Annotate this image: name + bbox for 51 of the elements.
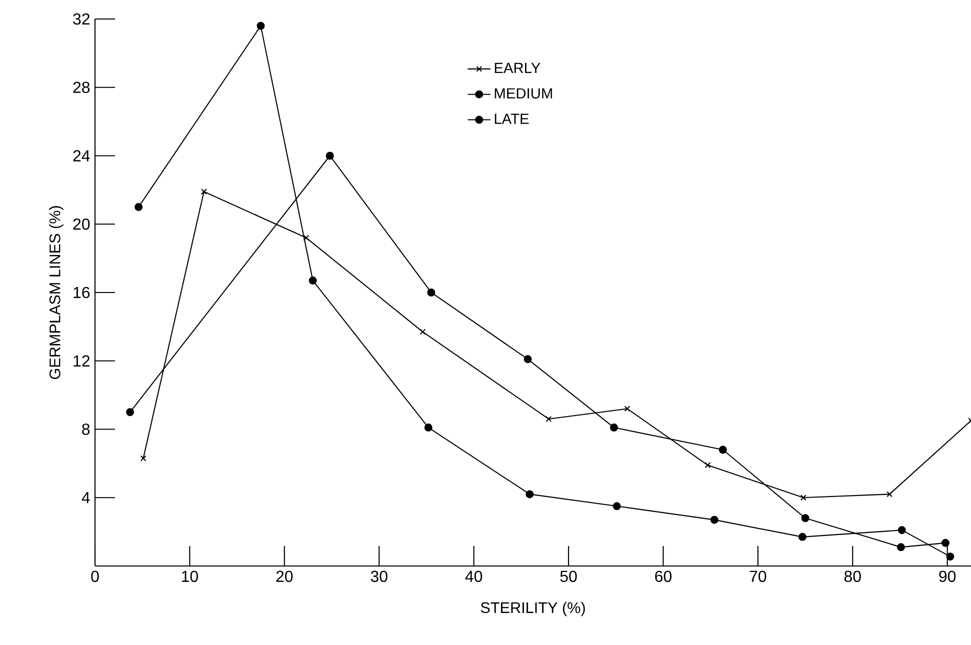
point (546, 416, 552, 422)
y-tick-label: 16 (74, 286, 90, 298)
point (624, 406, 630, 412)
point (256, 22, 265, 30)
point (200, 188, 207, 195)
point (704, 462, 711, 468)
x-tick-label: 90 (939, 570, 956, 582)
point (612, 502, 621, 510)
point (718, 446, 727, 454)
point (140, 455, 146, 462)
point (524, 355, 532, 364)
point (610, 424, 618, 432)
legend-label: LATE (494, 114, 529, 124)
x-tick-label: 70 (750, 570, 766, 582)
y-axis-title: GERMPLASM LINES (%) (49, 206, 64, 380)
point (424, 424, 432, 432)
point (427, 288, 436, 296)
y-tick-label: 4 (82, 492, 90, 504)
point (326, 152, 334, 160)
point (303, 234, 310, 241)
y-tick-label: 32 (73, 13, 90, 25)
y-tick-label: 24 (73, 150, 90, 162)
x-tick-label: 60 (655, 570, 672, 582)
point (798, 532, 806, 541)
y-tick-label: 20 (73, 218, 90, 230)
point (420, 328, 426, 335)
x-tick-label: 0 (91, 570, 99, 582)
x-axis-title: STERILITY (%) (480, 602, 585, 616)
y-tick-label: 28 (73, 82, 90, 94)
point (941, 538, 950, 547)
x-tick-label: 10 (182, 570, 198, 582)
x-tick-label: 20 (276, 570, 293, 582)
point (710, 516, 718, 524)
point (134, 203, 143, 212)
x-tick-label: 40 (465, 570, 482, 582)
x-tick-label: 50 (560, 570, 577, 582)
point (898, 526, 906, 534)
x-tick-label: 80 (844, 570, 861, 582)
point (800, 494, 806, 501)
y-tick-label: 12 (74, 355, 90, 366)
point (896, 543, 905, 552)
point (308, 276, 317, 285)
legend-label: MEDIUM (494, 88, 552, 99)
point (526, 490, 534, 498)
legend-label: EARLY (494, 62, 540, 73)
point (801, 514, 810, 522)
point (886, 491, 893, 498)
y-tick-label: 8 (82, 424, 90, 435)
x-tick-label: 30 (370, 570, 388, 582)
point (126, 408, 134, 416)
point (946, 552, 954, 561)
